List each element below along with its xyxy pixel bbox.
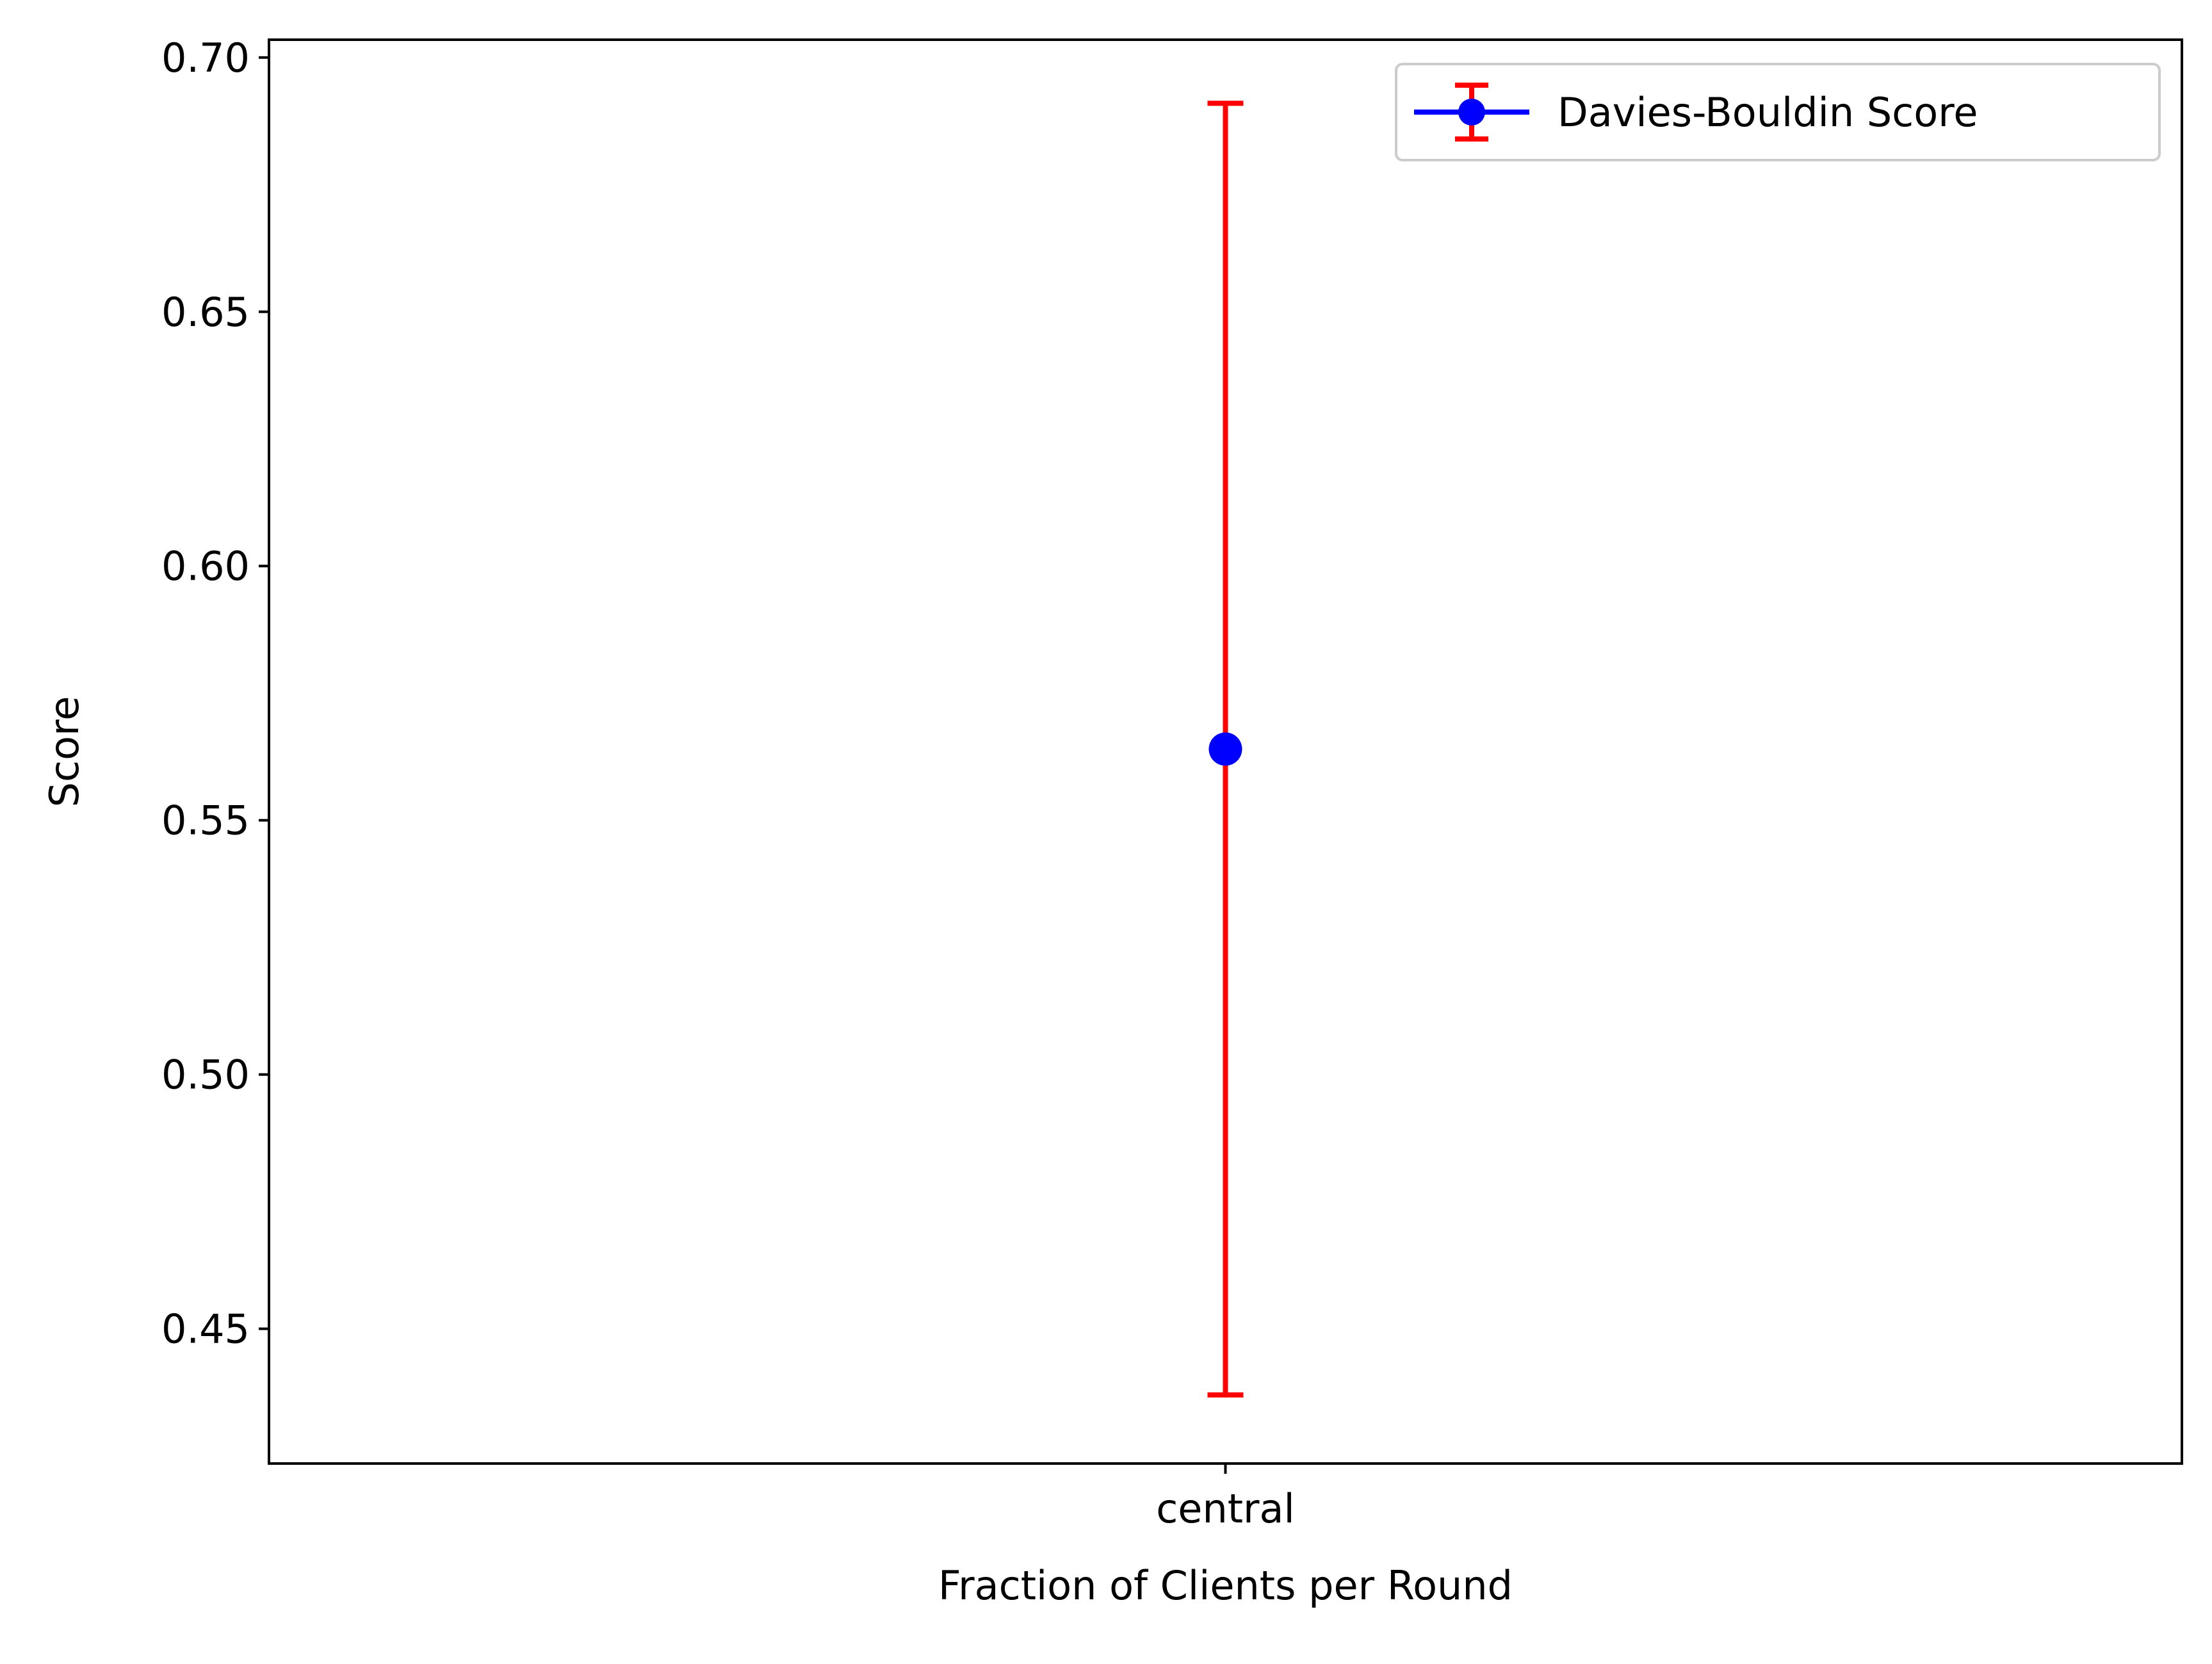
legend-box	[1395, 63, 2161, 161]
y-tick-label: 0.55	[161, 797, 250, 844]
y-tick-label: 0.45	[161, 1306, 250, 1353]
data-point	[1208, 732, 1242, 766]
legend: Davies-Bouldin Score	[1395, 63, 2161, 161]
y-axis: 0.45 0.50 0.55 0.60 0.65 0.70	[161, 35, 269, 1353]
legend-marker-swatch	[1458, 99, 1485, 126]
legend-label: Davies-Bouldin Score	[1557, 89, 1978, 136]
x-axis-label: Fraction of Clients per Round	[938, 1562, 1513, 1609]
x-tick-label: central	[1156, 1485, 1295, 1532]
x-axis: central	[1156, 1464, 1295, 1532]
y-tick-label: 0.70	[161, 35, 250, 81]
y-axis-label: Score	[41, 696, 88, 808]
plot-area	[1207, 101, 1244, 1398]
y-tick-label: 0.65	[161, 289, 250, 336]
y-tick-label: 0.60	[161, 543, 250, 590]
y-tick-label: 0.50	[161, 1052, 250, 1098]
